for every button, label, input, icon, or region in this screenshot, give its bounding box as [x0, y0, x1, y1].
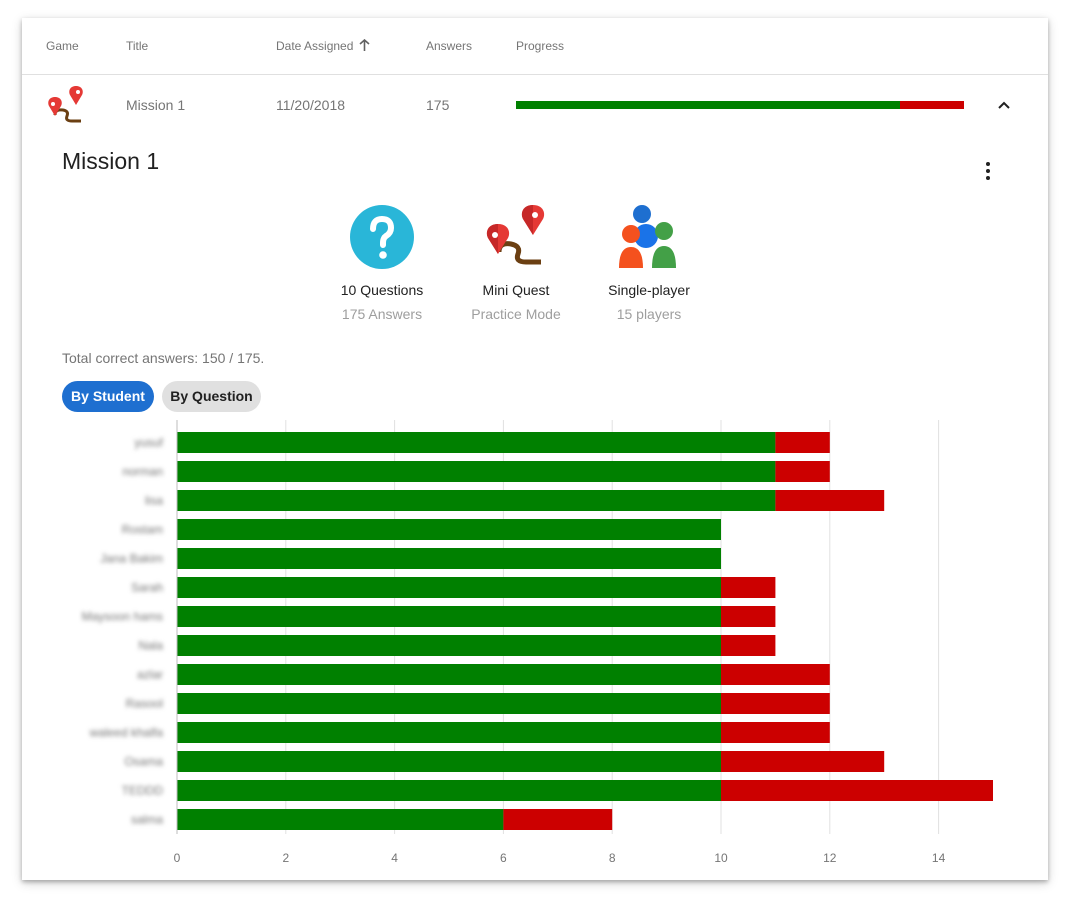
info-players: Single-player 15 players — [579, 204, 719, 322]
mini-quest-icon — [483, 204, 549, 270]
student-name-label: Rasool — [126, 697, 163, 711]
bar-incorrect — [721, 664, 830, 685]
row-answers: 175 — [426, 97, 450, 113]
bar-incorrect — [721, 780, 993, 801]
bar-incorrect — [775, 490, 885, 511]
x-tick-label: 10 — [714, 851, 728, 865]
x-tick-label: 14 — [932, 851, 946, 865]
bar-correct — [177, 461, 776, 482]
bar-incorrect — [721, 577, 776, 598]
bar-correct — [177, 490, 776, 511]
bar-correct — [177, 809, 504, 830]
header-game: Game — [46, 39, 79, 53]
bar-correct — [177, 693, 721, 714]
row-date: 11/20/2018 — [276, 97, 346, 113]
bar-correct — [177, 751, 721, 772]
x-tick-label: 6 — [500, 851, 507, 865]
players-icon — [616, 204, 682, 270]
bar-incorrect — [775, 432, 830, 453]
bar-correct — [177, 664, 721, 685]
bar-correct — [177, 635, 721, 656]
student-name-label: Osama — [124, 755, 163, 769]
results-chart: 0 2 4 6 8 10 12 14 yusuf norman lisa Rostam Jana Bak… — [82, 420, 993, 865]
student-name-label: Sarah — [131, 581, 163, 595]
info-players-primary: Single-player — [608, 282, 690, 298]
progress-incorrect — [900, 101, 964, 109]
student-name-label: lisa — [145, 494, 163, 508]
info-questions-primary: 10 Questions — [340, 282, 424, 298]
student-name-label: Jana Bakim — [100, 552, 163, 566]
x-tick-label: 2 — [282, 851, 289, 865]
assignment-card: Game Title Date Assigned Answers Progres… — [22, 18, 1048, 880]
progress-correct — [516, 101, 900, 109]
info-game-mode-secondary: Practice Mode — [471, 306, 561, 322]
tab-by-student[interactable]: By Student — [62, 381, 154, 412]
mini-quest-map-icon — [45, 85, 87, 128]
info-players-secondary: 15 players — [616, 306, 682, 322]
question-icon — [349, 204, 415, 270]
bar-incorrect — [721, 722, 830, 743]
bar-correct — [177, 780, 721, 801]
info-questions-secondary: 175 Answers — [341, 306, 423, 322]
bar-incorrect — [721, 693, 830, 714]
header-answers: Answers — [426, 39, 473, 53]
sort-ascending-icon — [359, 38, 370, 55]
table-row[interactable]: Mission 1 11/20/2018 175 — [22, 75, 1048, 133]
student-name-label: Maysoon hams — [82, 610, 163, 624]
row-title: Mission 1 — [126, 97, 186, 113]
x-tick-label: 0 — [174, 851, 181, 865]
x-tick-label: 12 — [823, 851, 837, 865]
header-date-label: Date Assigned — [276, 39, 354, 53]
bar-correct — [177, 722, 721, 743]
student-name-label: waleed khalfa — [89, 726, 164, 740]
info-game-mode: Mini Quest Practice Mode — [446, 204, 586, 322]
header-date-assigned[interactable]: Date Assigned — [276, 38, 370, 55]
bar-incorrect — [721, 635, 776, 656]
info-questions: 10 Questions 175 Answers — [312, 204, 452, 322]
bar-correct — [177, 577, 721, 598]
student-name-label: azlar — [137, 668, 163, 682]
bar-incorrect — [775, 461, 830, 482]
bar-incorrect — [503, 809, 613, 830]
bar-correct — [177, 548, 721, 569]
student-name-label: norman — [122, 465, 163, 479]
bar-incorrect — [721, 606, 776, 627]
student-name-label: Rostam — [122, 523, 163, 537]
bar-incorrect — [721, 751, 885, 772]
collapse-icon[interactable] — [990, 95, 1018, 115]
bar-correct — [177, 519, 721, 540]
student-name-label: Nala — [138, 639, 163, 653]
progress-bar — [516, 101, 964, 109]
header-title: Title — [126, 39, 149, 53]
total-correct-text: Total correct answers: 150 / 175. — [62, 350, 265, 366]
student-name-label: TEDDD — [122, 784, 164, 798]
x-tick-label: 4 — [391, 851, 398, 865]
student-name-label: salma — [131, 813, 163, 827]
bar-correct — [177, 606, 721, 627]
x-tick-label: 8 — [609, 851, 616, 865]
tab-by-question[interactable]: By Question — [162, 381, 261, 412]
detail-title: Mission 1 — [62, 148, 160, 174]
more-options-icon[interactable] — [977, 159, 999, 183]
table-header: Game Title Date Assigned Answers Progres… — [22, 18, 1048, 75]
bar-correct — [177, 432, 776, 453]
header-progress: Progress — [516, 39, 565, 53]
info-game-mode-primary: Mini Quest — [482, 282, 550, 298]
student-name-label: yusuf — [134, 436, 163, 450]
